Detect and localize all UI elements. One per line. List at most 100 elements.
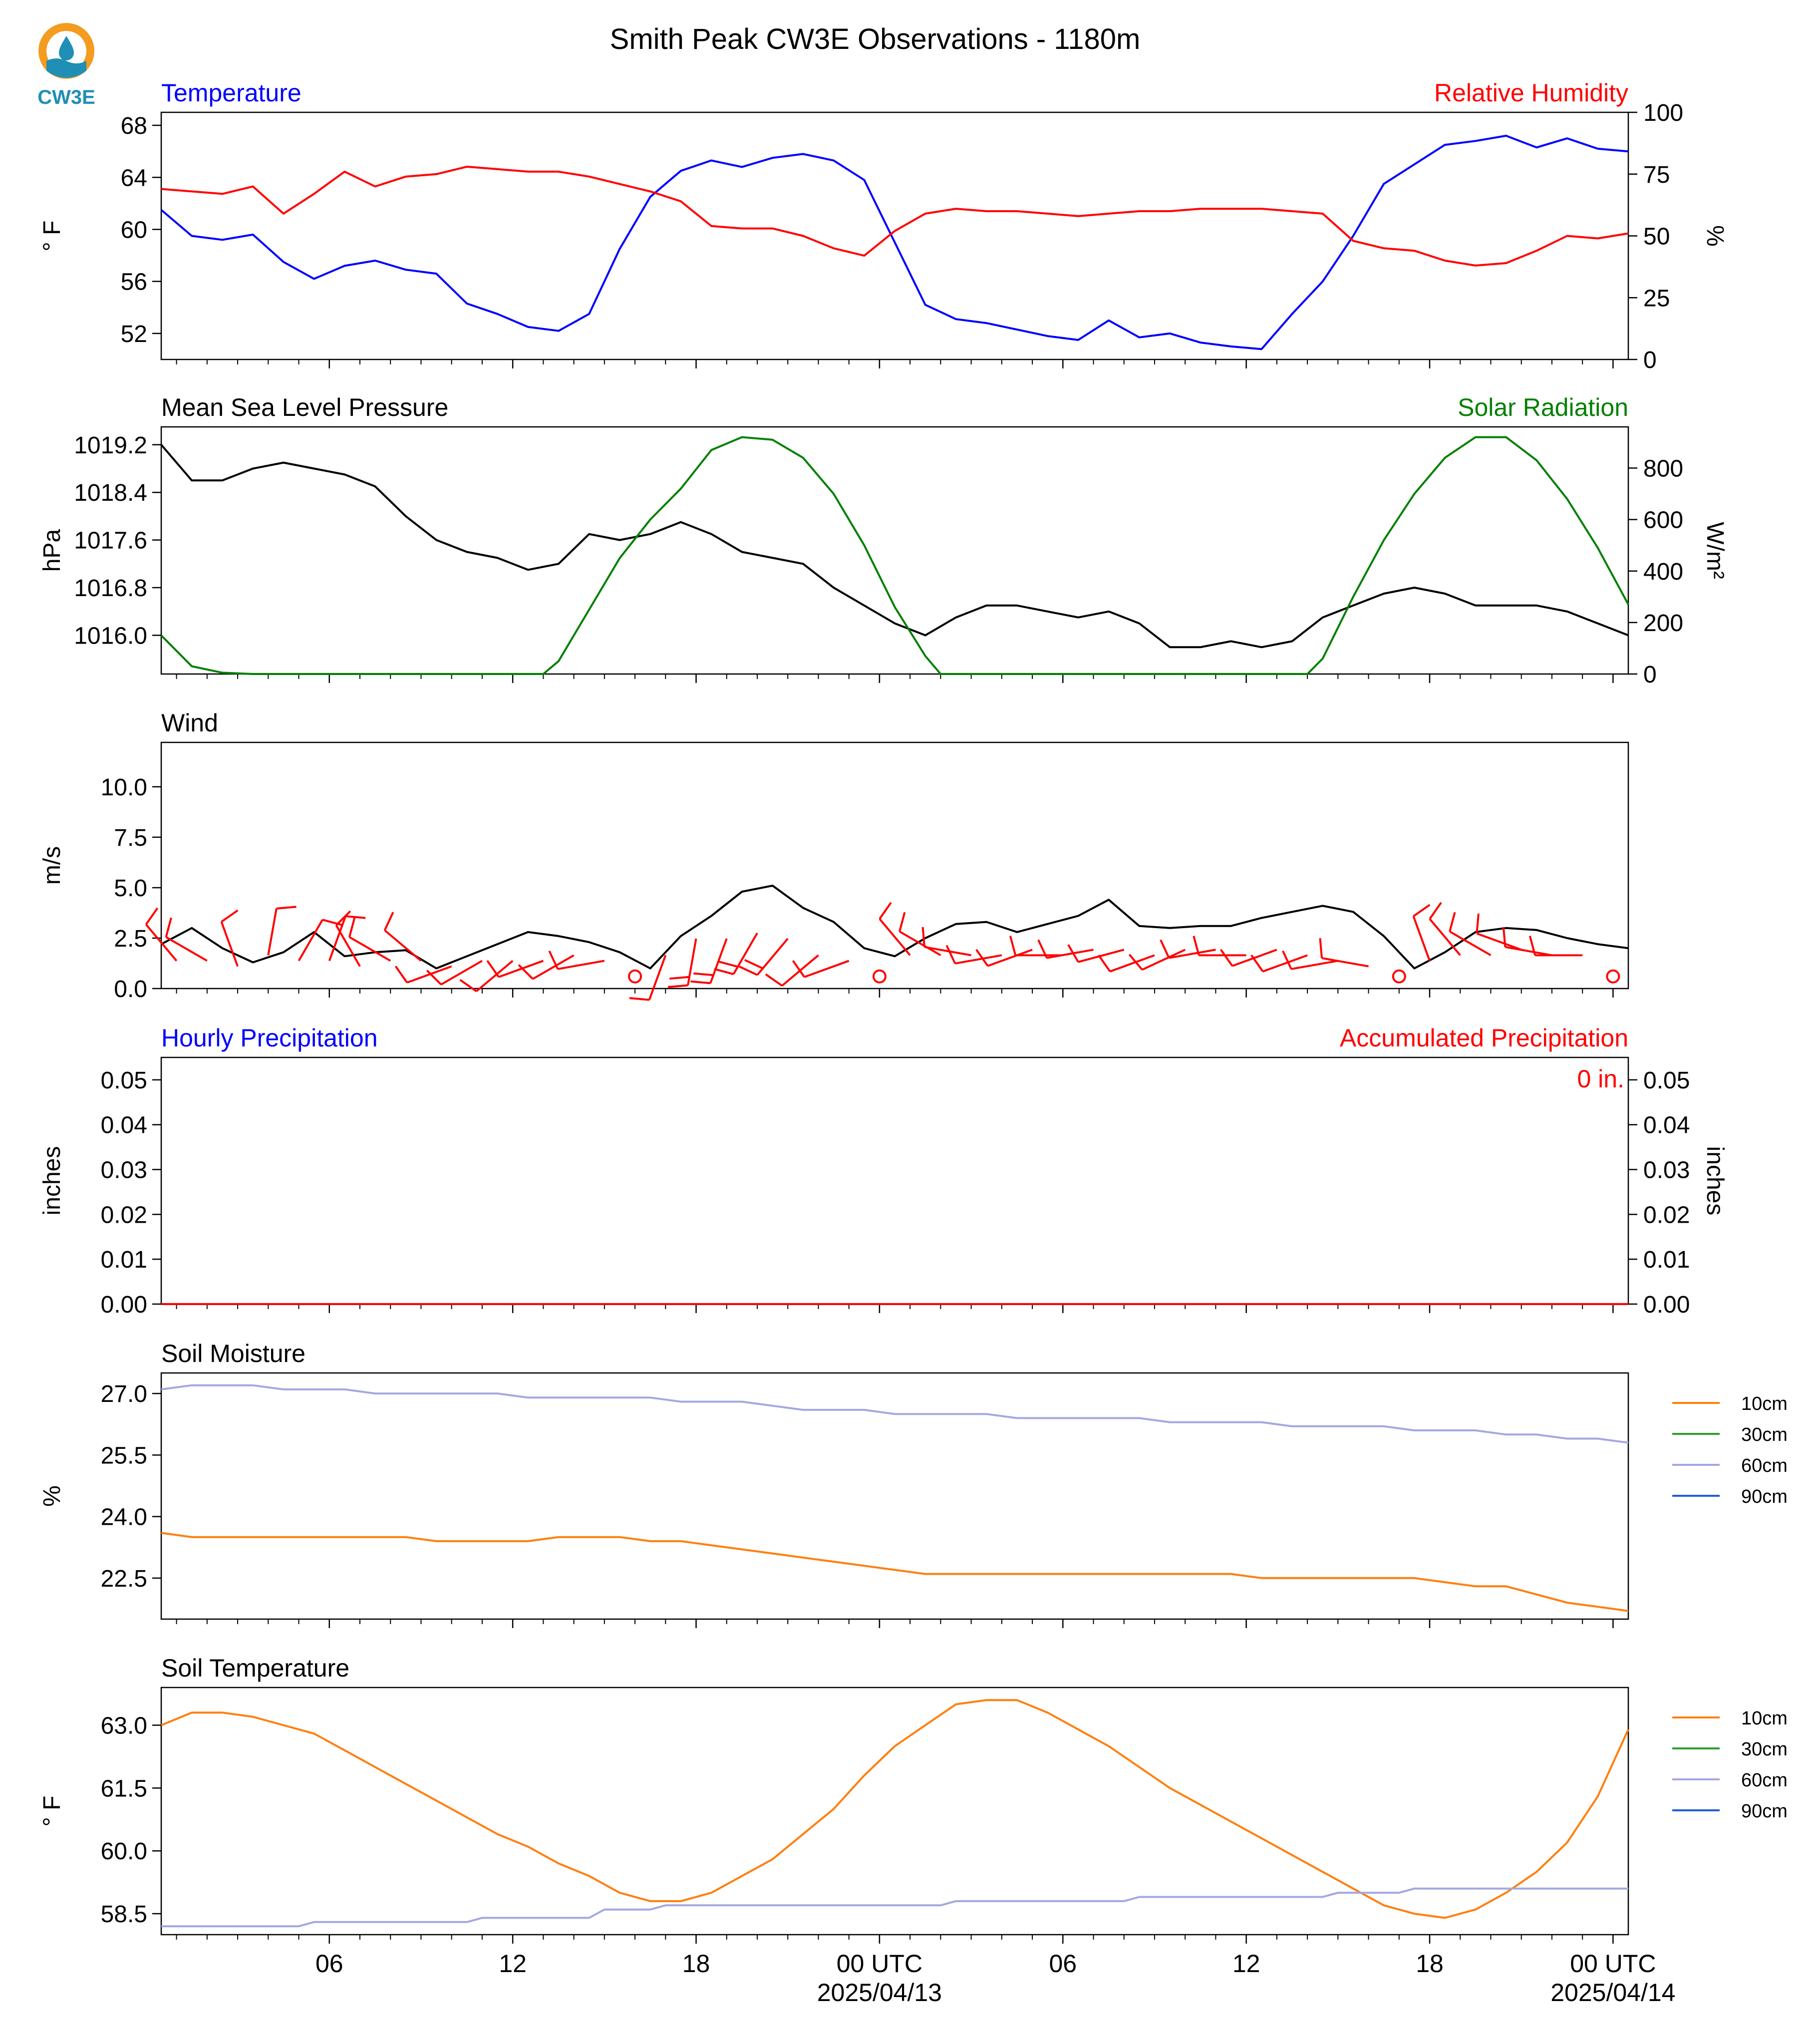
x-tick-label: 06 — [1049, 1950, 1077, 1978]
wind-barb — [335, 910, 361, 967]
wind-barb — [690, 938, 728, 985]
wind-barb — [1193, 936, 1246, 957]
wind-barb — [975, 949, 1033, 967]
wind-barb — [899, 912, 941, 957]
y-tick-label: 25.5 — [101, 1442, 147, 1469]
series-line-10cm — [161, 1699, 1629, 1919]
cw3e-logo-icon: CW3E — [37, 23, 95, 108]
y-tick-label: 0.04 — [101, 1112, 147, 1139]
y-axis-label: ° F — [39, 1796, 65, 1827]
y-tick-label: 61.5 — [101, 1775, 147, 1802]
wind-barb — [348, 917, 391, 962]
wind-barb — [426, 960, 483, 986]
panel-title: Soil Temperature — [161, 1654, 349, 1682]
panel-frame-3 — [160, 741, 1629, 990]
x-tick-label: 12 — [1232, 1950, 1260, 1978]
wind-barb — [629, 955, 667, 1001]
y-tick-label-right: 800 — [1643, 456, 1683, 482]
wind-barb — [1412, 904, 1431, 962]
wind-barb — [792, 960, 850, 978]
panel-title: Hourly Precipitation — [161, 1024, 378, 1052]
cw3e-logo: CW3E — [29, 15, 104, 110]
y-axis-label-right: % — [1702, 225, 1728, 247]
legend-label-30cm: 30cm — [1741, 1424, 1788, 1445]
y-tick-label: 1019.2 — [74, 432, 147, 459]
accumulated-total-label: 0 in. — [1577, 1065, 1624, 1093]
x-tick-label: 00 UTC — [1570, 1950, 1656, 1978]
legend-label-90cm: 90cm — [1741, 1486, 1788, 1507]
wind-barb — [1250, 954, 1308, 973]
wind-barb — [298, 919, 342, 962]
wind-barb — [1160, 939, 1216, 959]
wind-barb — [1429, 902, 1461, 956]
series-line-relative-humidity — [161, 165, 1629, 267]
x-date-label: 2025/04/13 — [817, 1979, 942, 2007]
y-tick-label: 1016.0 — [74, 623, 147, 649]
y-tick-label-right: 200 — [1643, 610, 1683, 637]
panel-title: Temperature — [161, 79, 302, 107]
legend-label-90cm: 90cm — [1741, 1801, 1788, 1822]
wind-barb — [548, 950, 605, 970]
wind-barb — [879, 902, 911, 956]
y-tick-label: 56 — [121, 269, 147, 296]
x-tick-label: 18 — [1416, 1950, 1444, 1978]
legend-label-30cm: 30cm — [1741, 1739, 1788, 1760]
series-line-solar-radiation — [160, 436, 1629, 675]
y-tick-label: 1018.4 — [74, 480, 147, 506]
y-tick-label: 60 — [121, 217, 147, 243]
y-axis-label: % — [39, 1485, 65, 1507]
y-axis-label: m/s — [39, 846, 65, 885]
y-tick-label-right: 0.03 — [1643, 1157, 1690, 1184]
wind-barb — [667, 938, 697, 989]
wind-barb — [1476, 913, 1522, 951]
y-tick-label: 58.5 — [101, 1901, 147, 1928]
panel-frame-5 — [160, 1372, 1629, 1620]
wind-barb — [328, 915, 366, 962]
y-tick-label: 60.0 — [101, 1838, 147, 1865]
series-line-wind — [161, 884, 1629, 970]
y-tick-label-right: 0.00 — [1643, 1292, 1690, 1318]
wind-barb-calm — [628, 969, 642, 984]
y-axis-label: inches — [39, 1146, 65, 1216]
wind-barb — [1067, 944, 1125, 963]
y-tick-label-right: 0 — [1643, 662, 1657, 688]
y-tick-label: 7.5 — [114, 825, 147, 851]
wind-barb — [1528, 936, 1583, 957]
panel-title-right: Relative Humidity — [1434, 79, 1628, 107]
panel-title-right: Accumulated Precipitation — [1340, 1024, 1628, 1052]
wind-barb — [739, 938, 789, 976]
y-tick-label: 27.0 — [101, 1381, 147, 1407]
y-tick-label: 0.02 — [101, 1202, 147, 1228]
wind-barb — [1220, 949, 1277, 967]
wind-barb — [1319, 938, 1369, 968]
y-axis-label-right: W/m² — [1702, 522, 1728, 579]
y-tick-label: 10.0 — [101, 774, 147, 801]
figure-title: Smith Peak CW3E Observations - 1180m — [610, 23, 1141, 55]
x-tick-label: 06 — [315, 1950, 343, 1978]
y-tick-label-right: 0.05 — [1643, 1067, 1690, 1094]
panel-frame-1 — [160, 111, 1629, 360]
y-tick-label-right: 75 — [1643, 162, 1670, 188]
x-date-label: 2025/04/14 — [1550, 1979, 1675, 2007]
wind-barb — [714, 932, 758, 976]
wind-barb — [383, 912, 422, 962]
y-tick-label: 64 — [121, 165, 147, 191]
wind-barb — [765, 954, 819, 987]
legend-label-60cm: 60cm — [1741, 1455, 1788, 1476]
y-tick-label: 0.0 — [114, 976, 147, 1003]
wind-barb-calm — [872, 969, 887, 984]
panel-frame-6 — [160, 1687, 1629, 1936]
y-tick-label-right: 0.04 — [1643, 1112, 1690, 1139]
wind-barb-calm — [1606, 969, 1620, 984]
legend-label-10cm: 10cm — [1741, 1708, 1788, 1729]
wind-barb — [1009, 936, 1063, 957]
panel-title: Mean Sea Level Pressure — [161, 393, 448, 421]
y-tick-label: 1016.8 — [74, 575, 147, 602]
y-tick-label-right: 600 — [1643, 507, 1683, 534]
wind-barb — [394, 965, 452, 984]
wind-barb — [1128, 949, 1186, 971]
wind-barb — [220, 909, 239, 967]
x-tick-label: 12 — [499, 1950, 527, 1978]
